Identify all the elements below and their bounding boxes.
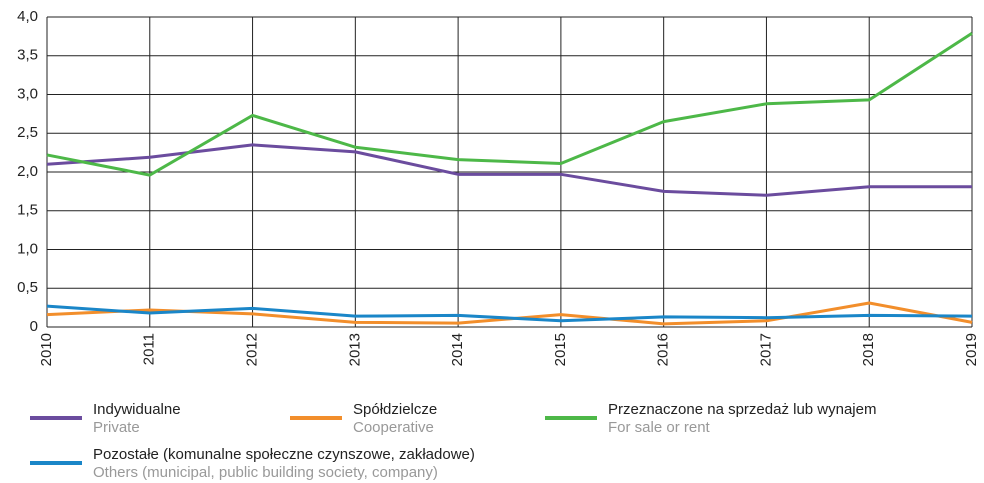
y-tick-label: 1,5 xyxy=(17,202,38,219)
y-tick-label: 4,0 xyxy=(17,8,38,25)
y-tick-label: 0,5 xyxy=(17,279,38,296)
legend-label: Indywidualne xyxy=(93,401,181,418)
legend-label-en: Private xyxy=(93,419,140,436)
legend-label-en: Others (municipal, public building socie… xyxy=(93,464,438,481)
legend-item: Przeznaczone na sprzedaż lub wynajemFor … xyxy=(545,401,876,436)
x-tick-label: 2015 xyxy=(552,333,569,366)
legend-label: Spółdzielcze xyxy=(353,401,437,418)
legend-label: Przeznaczone na sprzedaż lub wynajem xyxy=(608,401,876,418)
x-tick-label: 2014 xyxy=(449,333,466,366)
legend-label-en: Cooperative xyxy=(353,419,434,436)
x-tick-label: 2019 xyxy=(963,333,980,366)
x-tick-label: 2016 xyxy=(655,333,672,366)
y-tick-label: 3,0 xyxy=(17,85,38,102)
y-tick-label: 3,5 xyxy=(17,47,38,64)
x-tick-label: 2017 xyxy=(757,333,774,366)
x-tick-label: 2012 xyxy=(244,333,261,366)
y-tick-label: 2,5 xyxy=(17,124,38,141)
series-line xyxy=(46,32,973,177)
x-tick-label: 2010 xyxy=(38,333,55,366)
series-line xyxy=(46,301,973,326)
x-tick-label: 2013 xyxy=(346,333,363,366)
y-tick-label: 0 xyxy=(30,318,38,335)
x-tick-label: 2011 xyxy=(141,333,158,365)
y-tick-label: 2,0 xyxy=(17,163,38,180)
y-tick-label: 1,0 xyxy=(17,240,38,257)
series-line xyxy=(46,143,972,197)
x-tick-label: 2018 xyxy=(860,333,877,366)
legend-label-en: For sale or rent xyxy=(608,419,711,436)
legend-item: Pozostałe (komunalne społeczne czynszowe… xyxy=(30,446,475,481)
legend-label: Pozostałe (komunalne społeczne czynszowe… xyxy=(93,446,475,463)
series-line xyxy=(46,304,973,323)
